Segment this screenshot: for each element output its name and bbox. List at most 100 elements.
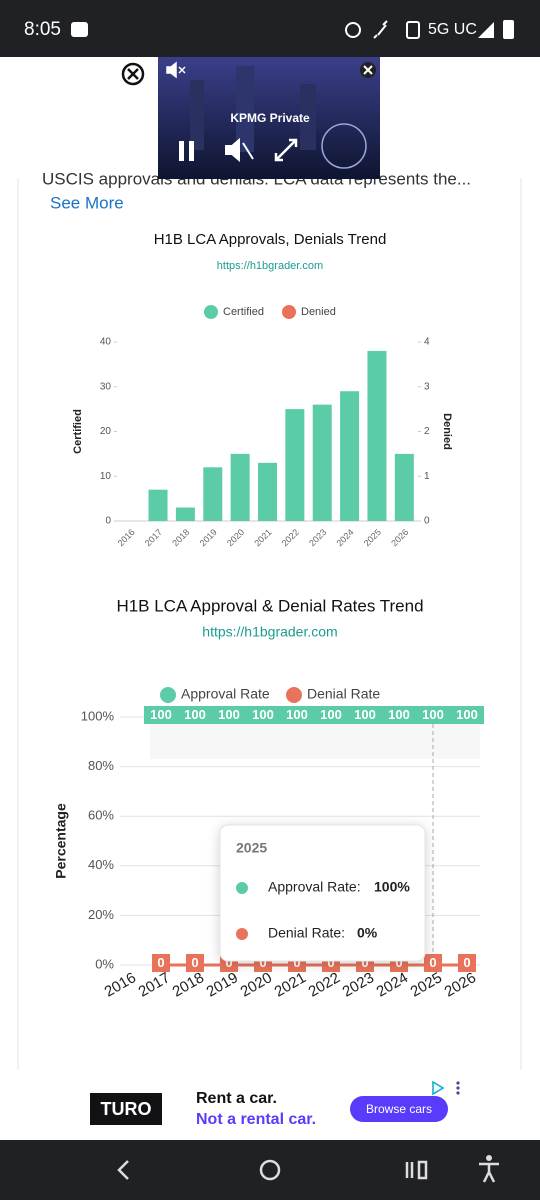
fullscreen-icon[interactable] (274, 138, 298, 162)
value-label-box (280, 706, 314, 724)
battery-icon (503, 20, 514, 39)
x-tick-label: 2016 (116, 527, 137, 548)
y-tick-label: 30 (100, 381, 112, 392)
y2-tick-label: 1 (424, 471, 430, 482)
y2-tick-label: 3 (424, 381, 430, 392)
chart-title: H1B LCA Approval & Denial Rates Trend (116, 596, 423, 615)
link-icon (373, 20, 388, 39)
value-label: 100 (150, 707, 172, 722)
value-label: 0 (395, 955, 402, 970)
nav-accessibility[interactable] (479, 1162, 499, 1183)
value-label: 100 (184, 707, 206, 722)
ad-brand: TURO (101, 1099, 152, 1119)
value-label: 100 (354, 707, 376, 722)
x-tick-label: 2019 (204, 969, 241, 1000)
pause-icon[interactable] (179, 141, 184, 161)
value-label: 100 (286, 707, 308, 722)
value-label-box (348, 706, 382, 724)
pause-icon[interactable] (189, 141, 194, 161)
nav-bar (0, 1140, 540, 1200)
nav-back[interactable] (117, 1160, 129, 1180)
y-tick-label: 10 (100, 471, 112, 482)
legend-label: Denial Rate (307, 686, 380, 702)
ad-menu[interactable] (456, 1086, 460, 1090)
x-tick-label: 2016 (102, 969, 139, 1000)
value-label-box (144, 706, 178, 724)
legend-label: Denied (301, 306, 336, 318)
tooltip-label: Approval Rate: (268, 879, 361, 895)
close-ad-x (127, 68, 139, 80)
tooltip-value: 100% (374, 879, 410, 895)
bar (258, 462, 277, 521)
status-bar (0, 0, 540, 57)
y-tick-label: 60% (88, 808, 114, 823)
x-tick-label: 2022 (306, 969, 343, 1000)
bar (230, 453, 250, 521)
legend-label: Certified (223, 306, 264, 318)
x-tick-label: 2017 (136, 969, 173, 1000)
tooltip-dot (236, 882, 248, 894)
x-tick-label: 2022 (280, 527, 301, 548)
ad-mute-small[interactable] (166, 61, 186, 79)
nav-home[interactable] (259, 1159, 281, 1181)
value-label-box (450, 706, 484, 724)
y-tick-label: 20% (88, 907, 114, 922)
mute-icon[interactable] (225, 137, 254, 163)
value-label: 0 (463, 955, 470, 970)
x-tick-label: 2021 (272, 969, 309, 1000)
x-tick-label: 2025 (362, 527, 383, 548)
y-tick-label: 0 (105, 516, 111, 527)
ad-text: KPMG Private (230, 111, 310, 125)
legend-marker (286, 687, 302, 703)
x-tick-label: 2025 (408, 969, 445, 1000)
nav-accessibility[interactable] (486, 1155, 492, 1161)
value-label: 100 (388, 707, 410, 722)
value-label: 0 (361, 955, 368, 970)
ad-menu[interactable] (456, 1081, 460, 1085)
chart-title: H1B LCA Approvals, Denials Trend (154, 231, 387, 248)
value-label: 100 (456, 707, 478, 722)
ad-close-x (363, 65, 373, 75)
x-tick-label: 2023 (340, 969, 377, 1000)
y-tick-label: 100% (81, 708, 115, 723)
value-label-box (458, 954, 476, 972)
tooltip-box (219, 824, 426, 962)
status-network: 5G UC (428, 21, 477, 38)
video-ad[interactable]: KPMG Private (158, 57, 380, 179)
x-tick-label: 2026 (389, 527, 410, 548)
value-label-box (152, 954, 170, 972)
value-label: 100 (422, 707, 444, 722)
bar (285, 409, 305, 521)
ad-wheel (321, 123, 367, 169)
y-axis-title: Certified (72, 409, 84, 454)
x-tick-label: 2021 (252, 527, 273, 548)
status-time: 8:05 (24, 19, 61, 40)
bar (367, 350, 387, 521)
ad-logo-box (90, 1093, 162, 1125)
value-label: 0 (225, 955, 232, 970)
legend-label: Approval Rate (181, 686, 270, 702)
value-label: 0 (429, 955, 436, 970)
see-more-link[interactable]: See More (50, 193, 124, 212)
value-label: 0 (191, 955, 198, 970)
label-shadow (150, 723, 480, 759)
nav-recent[interactable] (405, 1160, 428, 1180)
value-label: 0 (259, 955, 266, 970)
adchoices-icon[interactable] (432, 1080, 445, 1096)
x-tick-label: 2024 (374, 969, 411, 1000)
x-tick-label: 2023 (307, 527, 328, 548)
y2-tick-label: 4 (424, 337, 430, 348)
bar (203, 467, 223, 521)
x-tick-label: 2018 (170, 969, 207, 1000)
ad-button-label[interactable]: Browse cars (366, 1102, 432, 1116)
x-tick-label: 2026 (442, 969, 479, 1000)
value-label: 100 (252, 707, 274, 722)
ad-button[interactable] (350, 1096, 448, 1122)
x-tick-label: 2020 (238, 969, 275, 1000)
ad-menu[interactable] (456, 1091, 460, 1095)
chart-subtitle: https://h1bgrader.com (202, 624, 337, 640)
ad-building (236, 66, 254, 152)
value-label: 0 (327, 955, 334, 970)
y2-tick-label: 0 (424, 516, 430, 527)
